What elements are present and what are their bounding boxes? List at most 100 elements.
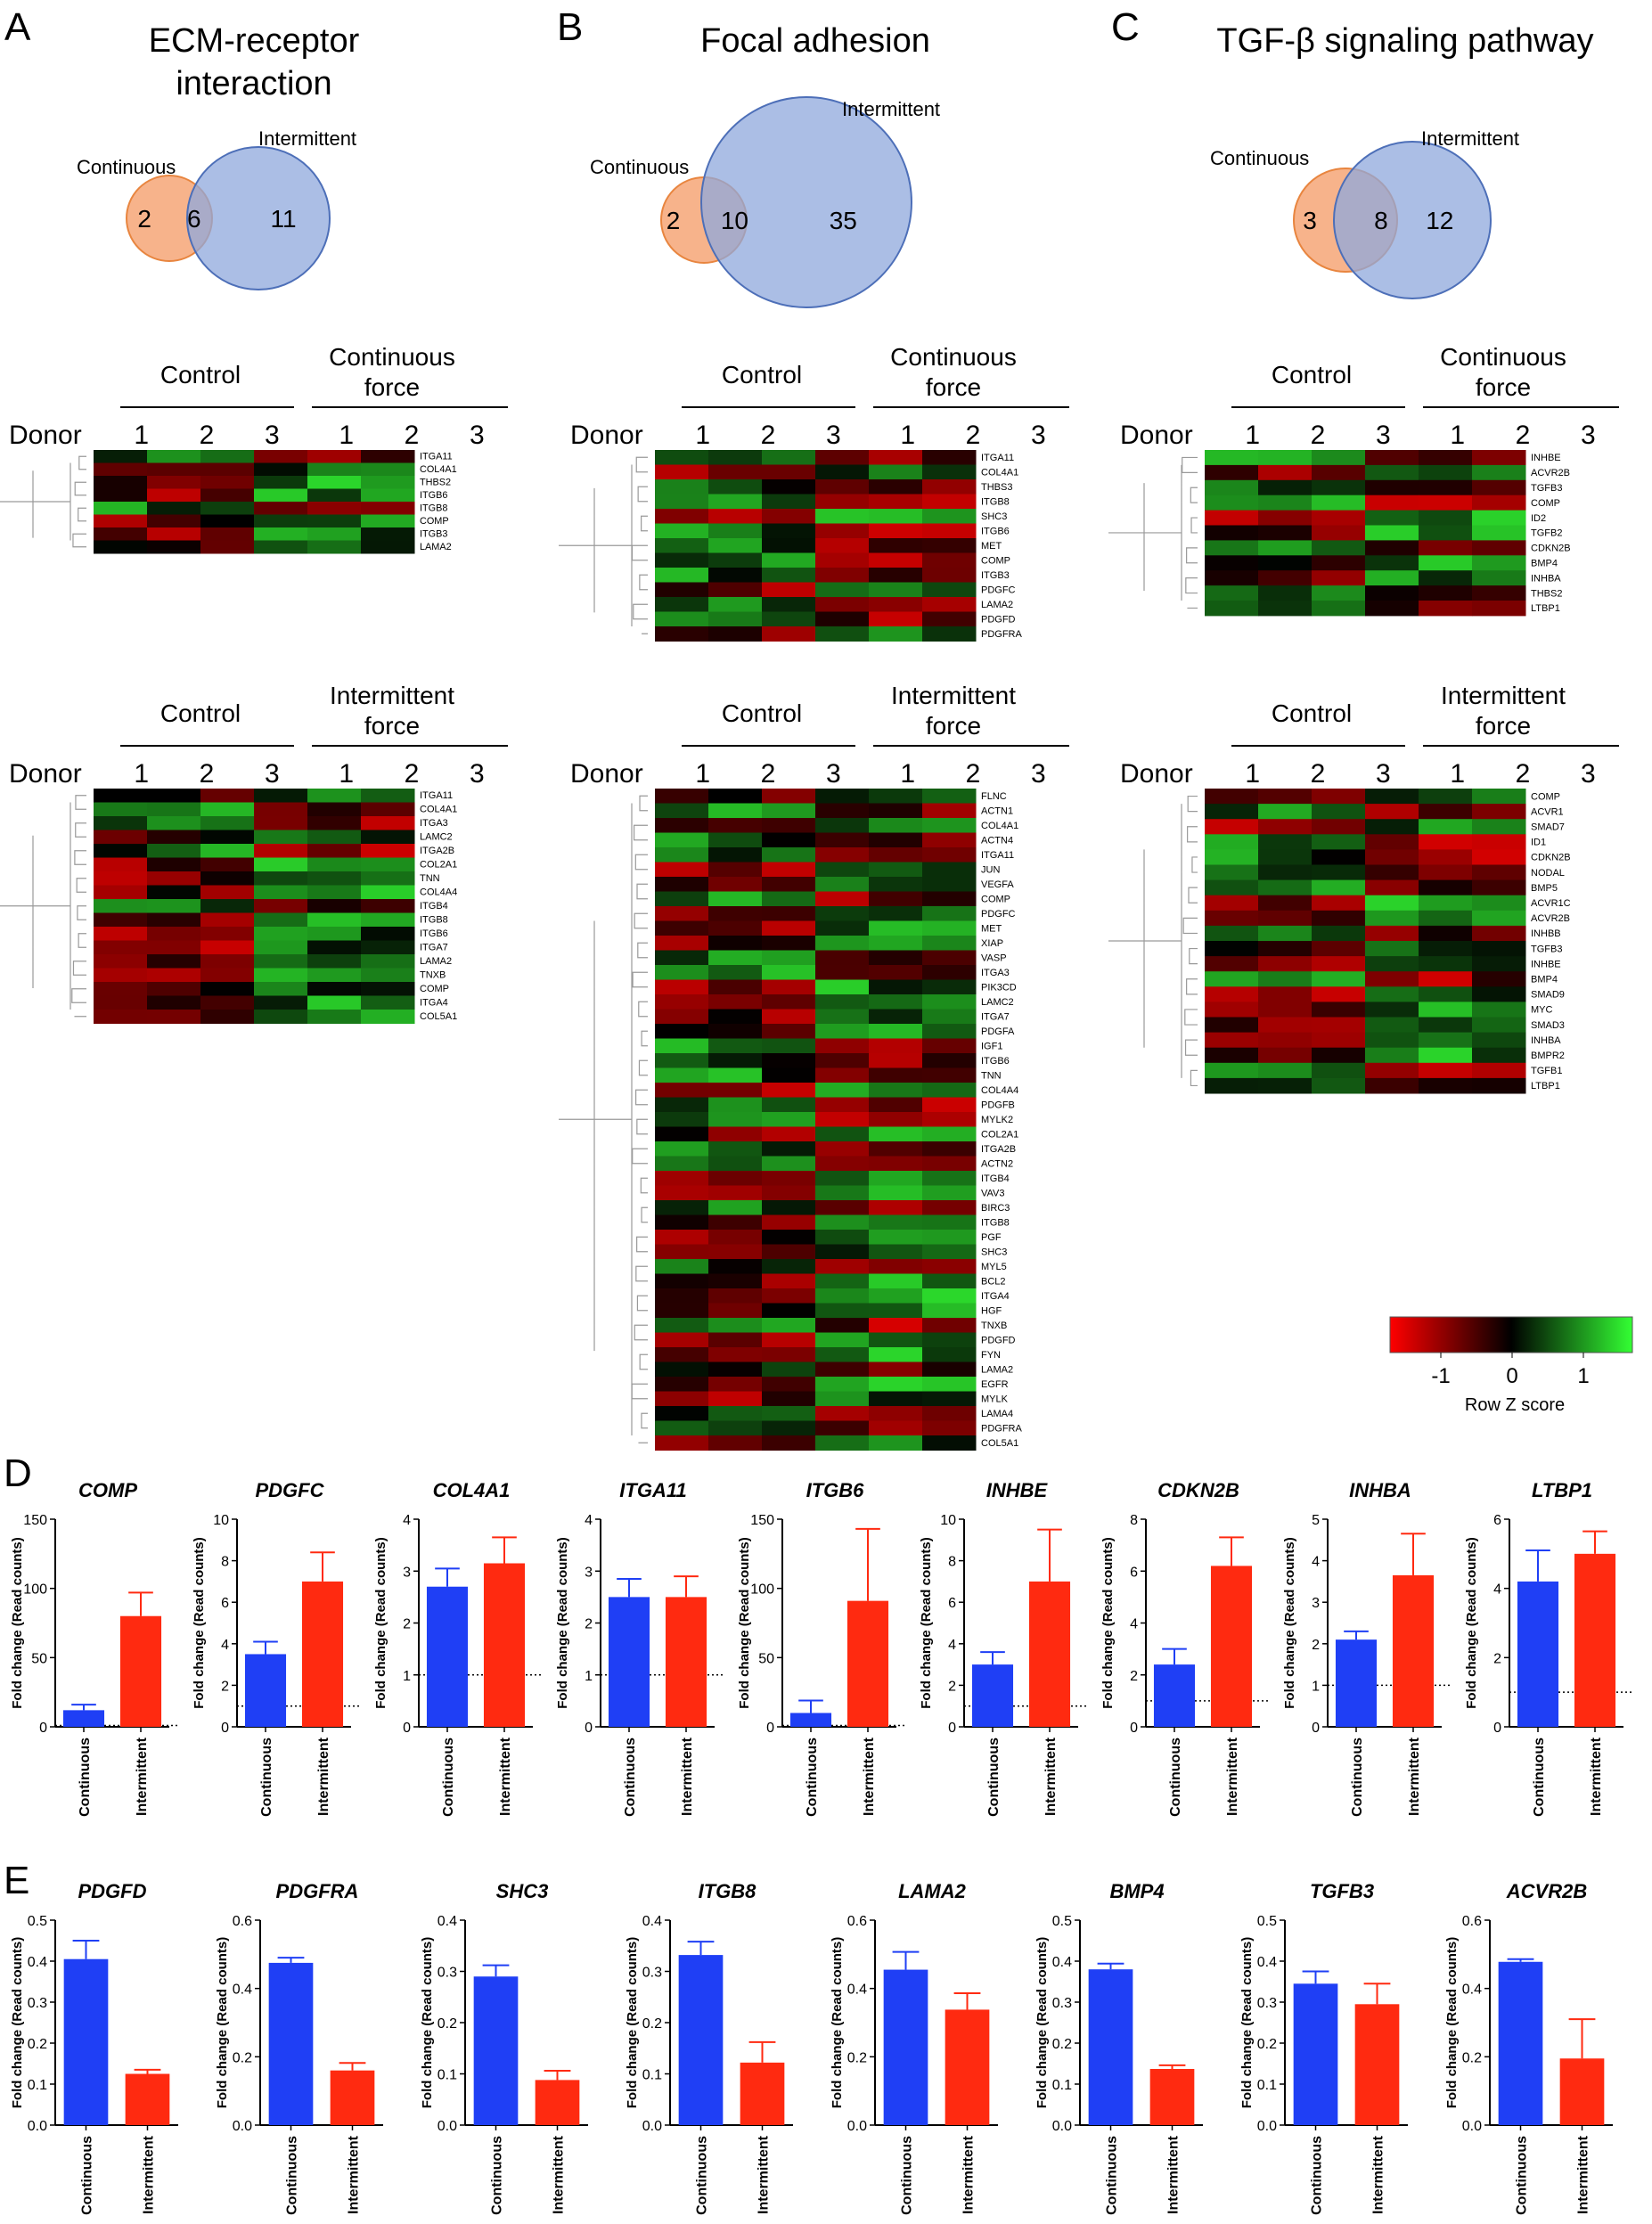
heatmap-cell (869, 1171, 923, 1186)
heatmap-gene-label: ITGA2B (981, 1144, 1016, 1155)
heatmap-cell (762, 847, 816, 863)
heatmap-gene-label: ITGA4 (420, 998, 448, 1009)
bar-chart-ytick-label: 0 (585, 1721, 593, 1736)
heatmap-cell (1472, 555, 1526, 571)
bar-chart-ytick-label: 3 (403, 1565, 411, 1580)
heatmap-cell (1205, 1047, 1259, 1064)
bar-chart-xtick-label: Intermittent (1043, 1737, 1059, 1816)
heatmap-cell (762, 1332, 816, 1348)
heatmap-cell (655, 597, 709, 612)
heatmap-cell (307, 899, 362, 913)
heatmap-cell (815, 1406, 870, 1421)
heatmap-donor-number: 1 (339, 421, 354, 450)
heatmap-cell (254, 450, 308, 463)
heatmap-cell (361, 802, 415, 817)
heatmap-cell (1258, 819, 1313, 835)
heatmap-cell (922, 1126, 977, 1142)
heatmap-cell (922, 1332, 977, 1348)
heatmap-cell (708, 891, 763, 907)
heatmap-cell (922, 1024, 977, 1039)
heatmap-cell (655, 1361, 709, 1378)
heatmap-cell (655, 1273, 709, 1289)
bar-continuous (789, 1713, 832, 1727)
heatmap-cell (655, 1185, 709, 1201)
heatmap-cell (815, 626, 870, 642)
heatmap-cell (307, 789, 362, 803)
heatmap-cell (815, 479, 870, 495)
heatmap-cell (762, 979, 816, 995)
heatmap-cell (922, 1318, 977, 1333)
heatmap-cell (655, 965, 709, 980)
heatmap-cell (1205, 1032, 1259, 1049)
heatmap-cell (655, 847, 709, 863)
heatmap-cell (655, 1053, 709, 1068)
heatmap-dendrogram (0, 455, 86, 548)
heatmap-cell (922, 847, 977, 863)
bar-chart-ytick-label: 0.4 (1462, 1983, 1482, 1998)
bar-chart-ylabel: Fold change (Read counts) (10, 1537, 25, 1709)
heatmap-cell (655, 936, 709, 951)
bar-chart-title: ITGA11 (619, 1479, 686, 1501)
heatmap-cell (708, 1230, 763, 1245)
heatmap-cell (815, 1377, 870, 1392)
heatmap-cell (1258, 1047, 1313, 1064)
heatmap-cell (922, 950, 977, 966)
heatmap-cell (1205, 540, 1259, 556)
bar-chart-ylabel: Fold change (Read counts) (1464, 1537, 1479, 1709)
bar-chart-title: PDGFRA (276, 1880, 359, 1902)
heatmap-cell (147, 450, 201, 463)
heatmap-gene-label: JUN (981, 864, 1000, 875)
heatmap-cell (254, 802, 308, 817)
heatmap-gene-label: ITGA2B (420, 846, 454, 856)
heatmap-cell (708, 1244, 763, 1260)
heatmap-cell (815, 509, 870, 524)
heatmap-cell (762, 450, 816, 465)
heatmap-gene-label: ITGA11 (420, 790, 453, 801)
heatmap-donor-number: 3 (1376, 759, 1391, 789)
heatmap-cell (1365, 804, 1419, 820)
heatmap-cell (307, 540, 362, 554)
bar-intermittent (483, 1563, 526, 1727)
heatmap-donor-number: 3 (470, 759, 485, 789)
heatmap-cell (655, 1067, 709, 1083)
heatmap-cell (1258, 925, 1313, 942)
panel-title: Focal adhesion (700, 22, 930, 60)
heatmap-force-label: force (926, 712, 981, 740)
heatmap-cell (708, 1200, 763, 1215)
heatmap-cell (815, 1347, 870, 1362)
heatmap-cell (655, 1259, 709, 1274)
heatmap-cell (869, 1361, 923, 1378)
bar-chart-ytick-label: 0.1 (438, 2068, 457, 2083)
heatmap-gene-label: ITGB3 (981, 570, 1010, 581)
bar-chart-xtick-label: Intermittent (680, 1737, 695, 1816)
heatmap-cell (1419, 1002, 1473, 1018)
heatmap-cell (1258, 555, 1313, 571)
heatmap-cell (1419, 956, 1473, 972)
heatmap-cell (1258, 570, 1313, 586)
bar-chart-ytick-label: 0.2 (438, 2016, 457, 2032)
bar-chart-xtick-label: Intermittent (961, 2135, 977, 2214)
heatmap-cell (762, 509, 816, 524)
heatmap-gene-label: ACVR2B (1531, 468, 1570, 478)
heatmap-cell (655, 877, 709, 892)
heatmap-cell (1312, 849, 1366, 865)
heatmap-cell (762, 994, 816, 1010)
heatmap-cell (922, 552, 977, 568)
heatmap-cell (1258, 895, 1313, 912)
heatmap-cell (1365, 849, 1419, 865)
heatmap-cell (361, 912, 415, 928)
heatmap-cell (1419, 495, 1473, 511)
heatmap-gene-label: LAMA2 (420, 542, 452, 552)
bar-chart-xtick-label: Continuous (623, 1738, 638, 1817)
heatmap-gene-label: ITGB6 (420, 928, 448, 939)
bar-chart-ytick-label: 0.0 (1257, 2119, 1277, 2134)
heatmap-cell (708, 626, 763, 642)
bar-chart-ytick-label: 0.6 (847, 1914, 867, 1929)
heatmap-cell (762, 538, 816, 553)
heatmap-cell (922, 1230, 977, 1245)
heatmap-cell (869, 803, 923, 819)
heatmap-dendrogram (0, 795, 86, 1018)
bar-chart-ytick-label: 0.0 (1462, 2119, 1482, 2134)
heatmap-cell (1419, 941, 1473, 957)
bar-chart-xtick-label: Intermittent (862, 1737, 877, 1816)
